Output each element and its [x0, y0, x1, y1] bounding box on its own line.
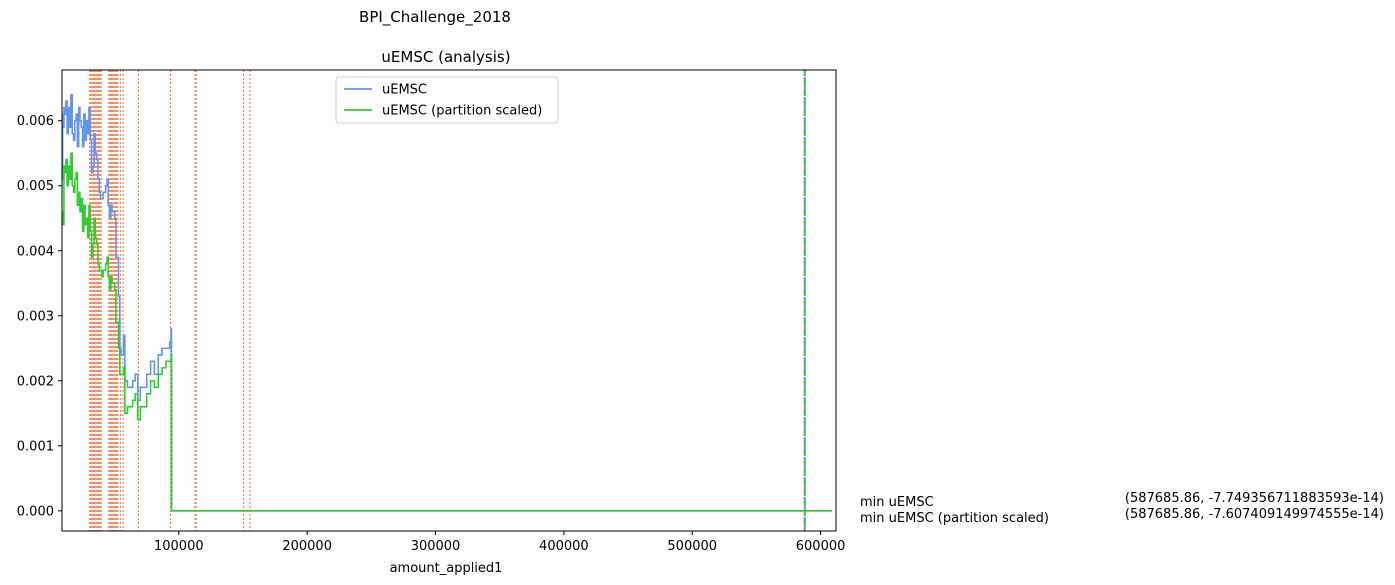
x-axis: 100000 200000 300000 400000 500000 600000 — [154, 531, 845, 554]
y-tick-label: 0.003 — [17, 309, 54, 324]
legend: uEMSC uEMSC (partition scaled) — [335, 76, 559, 124]
x-tick-label: 300000 — [411, 539, 461, 554]
x-tick-label: 200000 — [282, 539, 332, 554]
y-axis: 0.000 0.001 0.002 0.003 0.004 0.005 0.006 — [17, 114, 62, 519]
series-line-1 — [62, 152, 833, 512]
series-line-0 — [62, 93, 833, 512]
annotation-label: min uEMSC — [860, 495, 934, 510]
y-tick-label: 0.005 — [17, 179, 54, 194]
axes-frame — [61, 69, 837, 532]
annotation-value: (587685.86, -7.607409149974555e-14) — [1125, 507, 1384, 522]
x-tick-label: 100000 — [154, 539, 204, 554]
x-tick-label: 500000 — [667, 539, 717, 554]
legend-entry: uEMSC (partition scaled) — [382, 104, 542, 119]
y-tick-label: 0.000 — [17, 504, 54, 519]
y-tick-label: 0.001 — [17, 439, 54, 454]
plot-area — [62, 70, 833, 531]
min-annotations: min uEMSC (587685.86, -7.749356711883593e… — [860, 491, 1384, 526]
figure-suptitle: BPI_Challenge_2018 — [359, 8, 511, 27]
x-tick-label: 600000 — [796, 539, 846, 554]
y-tick-label: 0.002 — [17, 374, 54, 389]
x-tick-label: 400000 — [539, 539, 589, 554]
x-axis-label: amount_applied1 — [390, 561, 503, 576]
legend-entry: uEMSC — [382, 83, 427, 98]
y-tick-label: 0.004 — [17, 244, 54, 259]
chart-title: uEMSC (analysis) — [381, 48, 510, 66]
annotation-value: (587685.86, -7.749356711883593e-14) — [1125, 491, 1384, 506]
annotation-label: min uEMSC (partition scaled) — [860, 511, 1049, 526]
y-tick-label: 0.006 — [17, 114, 54, 129]
legend-box — [335, 76, 559, 124]
